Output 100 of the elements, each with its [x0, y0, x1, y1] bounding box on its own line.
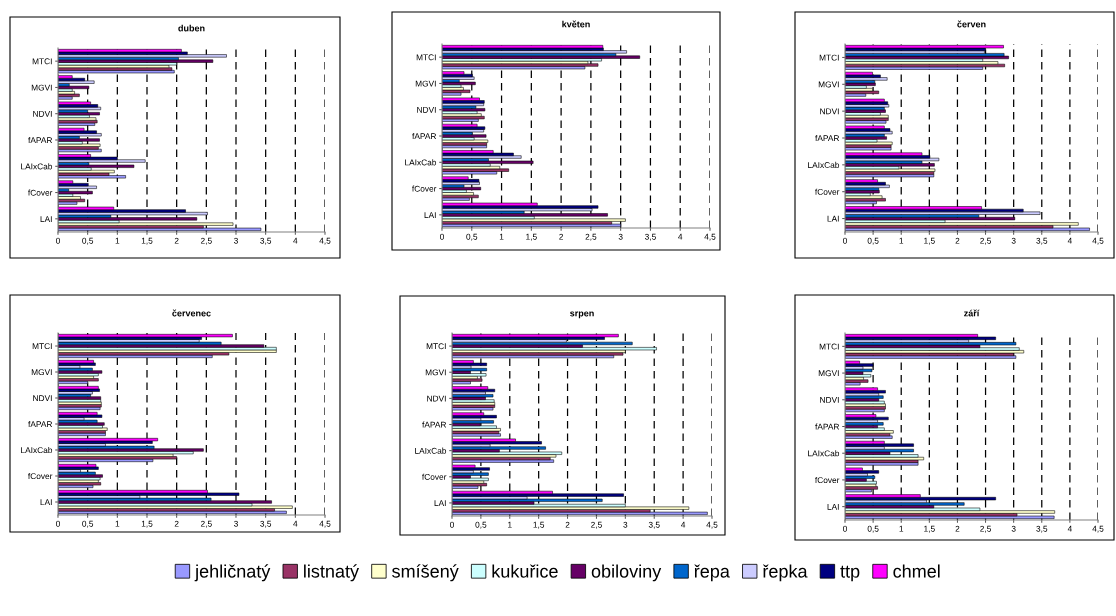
y-tick-label: LAIxCab [405, 159, 437, 166]
y-tick-label: LAIxCab [808, 450, 840, 457]
x-tick-label: 4,5 [319, 520, 331, 528]
x-tick-label: 1,5 [533, 521, 545, 529]
y-tick-label: LAI [827, 503, 839, 510]
x-tick-label: 1 [508, 521, 512, 528]
x-tick-label: 0 [843, 237, 847, 244]
x-tick-label: 0,5 [867, 237, 879, 245]
y-tick-label: MTCI [426, 343, 446, 350]
y-tick-label: fAPAR [422, 421, 447, 428]
x-tick-label: 3 [1011, 525, 1016, 532]
x-tick-label: 1 [899, 237, 904, 244]
y-tick-label: LAI [40, 499, 52, 506]
x-tick-label: 0,5 [82, 237, 94, 245]
y-tick-label: LAIxCab [21, 446, 53, 454]
legend-label: smíšený [392, 564, 459, 582]
x-tick-label: 3 [623, 521, 628, 528]
bar [58, 370, 103, 374]
x-tick-label: 0 [450, 521, 454, 528]
y-tick-label: fCover [815, 188, 840, 195]
y-tick-label: NDVI [427, 395, 446, 402]
y-tick-label: LAI [424, 212, 436, 218]
x-tick-label: 0,5 [867, 525, 879, 533]
x-tick-label: 3,5 [1036, 237, 1048, 245]
chart-title: duben [178, 24, 205, 32]
x-tick-label: 1 [499, 233, 504, 240]
y-tick-label: MTCI [32, 58, 52, 65]
x-tick-label: 2,5 [980, 237, 991, 245]
x-tick-label: 1 [899, 525, 904, 532]
legend-label: řepka [762, 564, 808, 582]
x-tick-label: 4 [293, 237, 298, 244]
y-tick-label: fCover [422, 473, 447, 480]
bar [845, 45, 1004, 49]
bar [58, 378, 99, 382]
chart-title: červen [957, 20, 986, 28]
legend-label: ttp [840, 565, 860, 582]
y-tick-label: NDVI [820, 108, 839, 115]
x-tick-label: 2 [955, 525, 960, 532]
x-tick-label: 4,5 [319, 237, 331, 245]
bar [58, 438, 158, 442]
chart-title: červenec [172, 309, 211, 317]
x-tick-label: 3,5 [648, 521, 660, 529]
x-tick-label: 3 [1011, 237, 1016, 244]
x-tick-label: 4 [680, 521, 686, 528]
x-tick-label: 4,5 [706, 521, 718, 529]
legend-label: obiloviny [591, 564, 662, 582]
legend-label: jehličnatý [194, 564, 271, 582]
y-tick-label: MTCI [819, 343, 839, 350]
x-tick-label: 3 [618, 233, 623, 240]
x-tick-label: 3 [234, 237, 238, 244]
x-tick-label: 0,5 [466, 233, 478, 241]
x-tick-label: 1 [115, 237, 120, 244]
x-tick-label: 3 [234, 520, 238, 527]
x-tick-label: 1,5 [141, 520, 153, 528]
x-tick-label: 0 [56, 237, 60, 244]
y-tick-label: fCover [28, 189, 53, 196]
x-tick-label: 3,5 [644, 233, 656, 241]
chart-title: září [964, 309, 980, 317]
x-tick-label: 4,5 [704, 233, 716, 241]
x-tick-label: 4,5 [1092, 237, 1104, 245]
x-tick-label: 1,5 [924, 237, 935, 245]
x-tick-label: 1,5 [526, 233, 537, 241]
x-tick-label: 1 [115, 520, 120, 527]
x-tick-label: 4 [678, 233, 683, 240]
y-tick-label: fAPAR [28, 420, 53, 428]
y-tick-label: LAI [40, 216, 52, 222]
x-tick-label: 1,5 [141, 237, 153, 245]
y-tick-label: fCover [28, 472, 53, 480]
x-tick-label: 2,5 [200, 237, 212, 245]
bar [845, 456, 924, 461]
x-tick-label: 2,5 [200, 520, 212, 528]
x-tick-label: 2,5 [585, 233, 597, 241]
x-tick-label: 4 [1067, 237, 1072, 244]
x-tick-label: 0 [56, 520, 60, 527]
y-tick-label: LAI [434, 500, 446, 506]
y-tick-label: MGVI [818, 81, 839, 88]
x-tick-label: 4 [1067, 525, 1072, 532]
x-tick-label: 1,5 [924, 525, 935, 533]
x-tick-label: 3,5 [260, 520, 272, 528]
y-tick-label: fAPAR [28, 136, 53, 144]
x-tick-label: 2 [174, 237, 179, 244]
y-tick-label: fAPAR [815, 423, 840, 430]
x-tick-label: 2 [955, 237, 960, 244]
y-tick-label: LAIxCab [415, 447, 447, 454]
legend-label: listnatý [304, 564, 360, 582]
bar [845, 182, 886, 186]
y-tick-label: MGVI [425, 369, 446, 376]
x-tick-label: 0 [843, 525, 847, 532]
x-tick-label: 4 [293, 520, 298, 527]
y-tick-label: NDVI [33, 395, 52, 402]
y-tick-label: MGVI [31, 369, 52, 376]
y-tick-label: LAI [827, 215, 839, 222]
x-tick-label: 2 [174, 520, 179, 527]
legend-label: kukuřice [492, 564, 558, 578]
y-tick-label: fAPAR [412, 132, 437, 140]
x-tick-label: 0,5 [82, 520, 94, 528]
y-tick-label: MTCI [416, 54, 436, 61]
x-tick-label: 2 [565, 521, 570, 528]
y-tick-label: fAPAR [815, 134, 840, 142]
y-tick-label: NDVI [33, 111, 52, 117]
